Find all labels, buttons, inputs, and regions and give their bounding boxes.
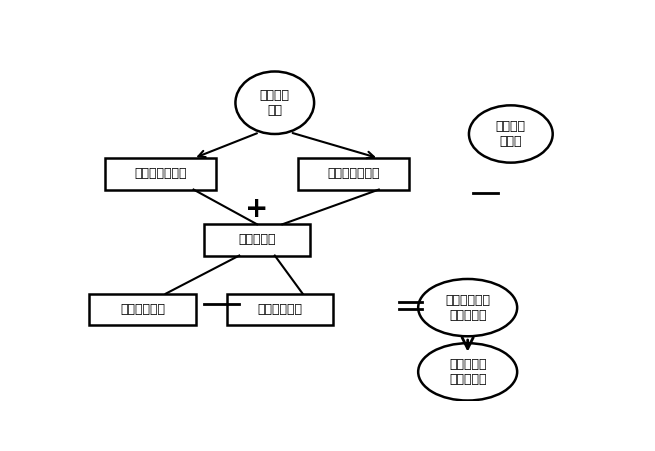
Text: 气象条件导致
的浓度变化: 气象条件导致 的浓度变化 <box>445 294 490 322</box>
Text: 源排放导致
的浓度变化: 源排放导致 的浓度变化 <box>449 358 487 386</box>
Text: 研究时段浓度: 研究时段浓度 <box>121 303 165 316</box>
Text: 基准源清单: 基准源清单 <box>238 234 276 246</box>
Text: 实测的浓
度变化: 实测的浓 度变化 <box>496 120 526 148</box>
Text: 对比时段浓度: 对比时段浓度 <box>257 303 303 316</box>
Text: 对比时段气象场: 对比时段气象场 <box>328 167 380 180</box>
Text: +: + <box>246 195 269 223</box>
Text: 模拟误差
约束: 模拟误差 约束 <box>260 89 290 117</box>
Text: 研究时段气象场: 研究时段气象场 <box>134 167 187 180</box>
